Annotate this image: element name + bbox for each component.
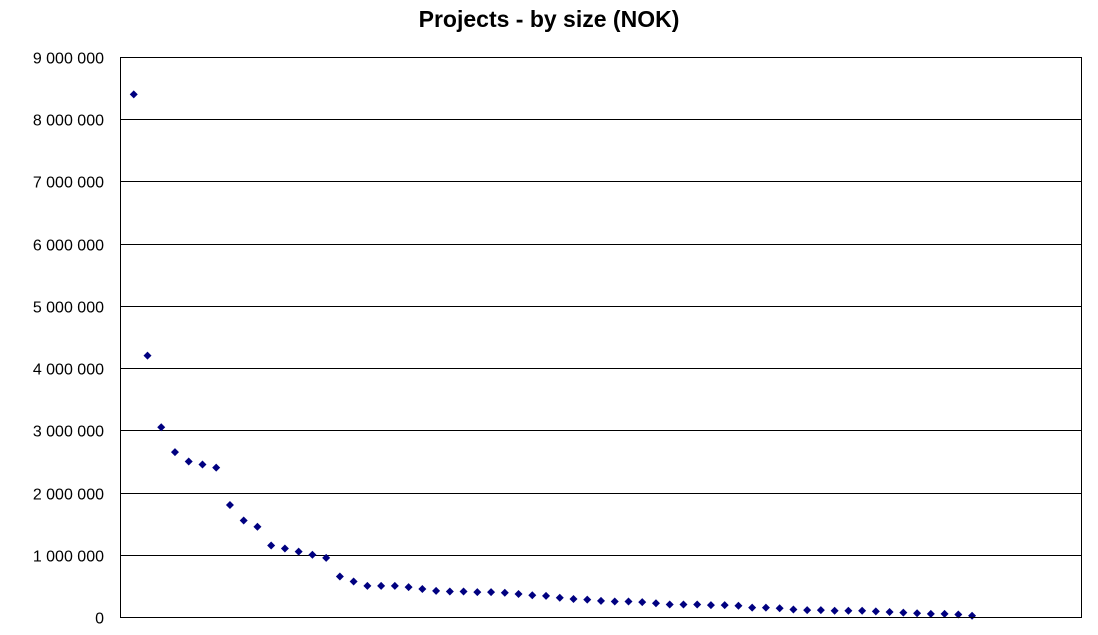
data-point — [335, 572, 344, 581]
data-point — [542, 591, 551, 600]
data-point — [239, 516, 248, 525]
data-point — [500, 588, 509, 597]
data-point — [184, 457, 193, 466]
data-point — [816, 606, 825, 615]
data-point — [954, 610, 963, 619]
data-points — [129, 90, 977, 620]
y-tick-label: 8 000 000 — [33, 113, 104, 130]
data-point — [473, 588, 482, 597]
data-point — [748, 603, 757, 612]
y-tick-label: 2 000 000 — [33, 487, 104, 504]
data-point — [157, 423, 166, 432]
y-tick-label: 5 000 000 — [33, 300, 104, 317]
data-point — [583, 595, 592, 604]
data-point — [487, 588, 496, 597]
data-point — [432, 586, 441, 595]
data-point — [624, 597, 633, 606]
y-tick-label: 3 000 000 — [33, 424, 104, 441]
data-point — [830, 606, 839, 615]
data-point — [926, 609, 935, 618]
data-point — [459, 587, 468, 596]
data-point — [349, 577, 358, 586]
y-tick-label: 7 000 000 — [33, 175, 104, 192]
data-point — [294, 547, 303, 556]
data-point — [170, 448, 179, 457]
data-point — [706, 601, 715, 610]
data-point — [885, 608, 894, 617]
data-point — [803, 606, 812, 615]
data-point — [267, 541, 276, 550]
data-point — [308, 550, 317, 559]
data-point — [322, 553, 331, 562]
data-point — [871, 607, 880, 616]
data-point — [913, 609, 922, 618]
data-point — [968, 611, 977, 620]
data-point — [569, 594, 578, 603]
data-point — [225, 501, 234, 509]
data-point — [899, 608, 908, 617]
data-point — [665, 600, 674, 609]
data-point — [418, 585, 427, 593]
data-point — [693, 600, 702, 609]
data-point — [445, 587, 454, 596]
data-point — [528, 591, 537, 600]
data-point — [253, 522, 262, 531]
data-point — [638, 598, 647, 607]
data-point — [720, 601, 729, 610]
y-tick-label: 1 000 000 — [33, 549, 104, 566]
data-point — [390, 581, 399, 590]
data-point — [129, 90, 138, 99]
data-point — [377, 581, 386, 590]
data-point — [789, 605, 798, 614]
gridlines — [120, 57, 1082, 556]
data-point — [404, 583, 413, 592]
data-point — [597, 596, 605, 605]
data-point — [555, 593, 564, 602]
data-point — [858, 606, 867, 615]
data-point — [514, 589, 523, 598]
data-point — [212, 463, 221, 472]
y-tick-label: 0 — [95, 611, 104, 628]
y-tick-label: 9 000 000 — [33, 51, 104, 68]
data-point — [734, 601, 743, 610]
data-point — [280, 544, 289, 553]
data-point — [610, 597, 619, 606]
data-point — [761, 603, 770, 612]
y-axis-tick-labels: 0 1 000 000 2 000 000 3 000 000 4 000 000 5 0… — [33, 51, 104, 628]
data-point — [940, 609, 949, 618]
data-point — [651, 599, 660, 608]
data-point — [775, 604, 784, 613]
chart-title: Projects - by size (NOK) — [418, 6, 680, 32]
data-point — [198, 460, 207, 469]
y-tick-label: 4 000 000 — [33, 362, 104, 379]
data-point — [844, 606, 853, 615]
data-point — [679, 600, 688, 609]
data-point — [143, 351, 152, 360]
y-tick-label: 6 000 000 — [33, 238, 104, 255]
data-point — [363, 581, 372, 590]
